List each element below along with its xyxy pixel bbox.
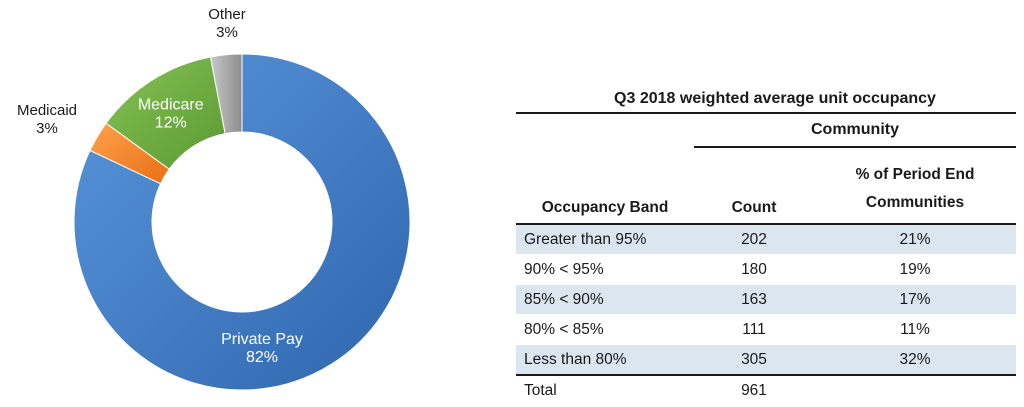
slice-label-medicaid: Medicaid (17, 102, 77, 119)
occupancy-table: Q3 2018 weighted average unit occupancy … (516, 86, 1016, 407)
cell-occupancy-band: 90% < 95% (516, 254, 694, 285)
header-pct-period-end: % of Period End Communities (814, 148, 1016, 225)
table-row: Greater than 95% 202 21% (516, 224, 1016, 255)
cell-pct: 21% (814, 224, 1016, 255)
occupancy-band-table: Occupancy Band Count % of Period End Com… (516, 148, 1016, 407)
table-total-row: Total 961 (516, 374, 1016, 407)
table-row: 90% < 95% 180 19% (516, 254, 1016, 285)
cell-count: 202 (694, 224, 814, 255)
cell-pct: 11% (814, 314, 1016, 345)
slice-value-medicaid: 3% (36, 120, 58, 137)
cell-occupancy-band: 85% < 90% (516, 284, 694, 315)
cell-pct: 19% (814, 254, 1016, 285)
cell-count: 111 (694, 314, 814, 345)
slice-value-private-pay: 82% (246, 349, 278, 366)
header-pct-line2: Communities (865, 194, 965, 211)
slice-value-medicare: 12% (155, 115, 187, 132)
slice-label-other: Other (208, 6, 246, 23)
cell-total-pct (814, 374, 1016, 407)
table-title: Q3 2018 weighted average unit occupancy (516, 86, 1016, 114)
cell-count: 305 (694, 344, 814, 376)
cell-total-count: 961 (694, 374, 814, 407)
cell-total-label: Total (516, 374, 694, 407)
cell-count: 163 (694, 284, 814, 315)
table-row: 85% < 90% 163 17% (516, 284, 1016, 315)
cell-occupancy-band: Greater than 95% (516, 224, 694, 255)
slice-label-private-pay: Private Pay (221, 331, 303, 348)
table-group-header: Community (694, 114, 1016, 148)
slice-value-other: 3% (216, 24, 238, 41)
cell-count: 180 (694, 254, 814, 285)
table-header-row: Occupancy Band Count % of Period End Com… (516, 148, 1016, 225)
table-row: Less than 80% 305 32% (516, 344, 1016, 376)
cell-occupancy-band: 80% < 85% (516, 314, 694, 345)
slice-private-pay (73, 53, 411, 391)
header-pct-line1: % of Period End (855, 166, 975, 183)
header-occupancy-band: Occupancy Band (516, 148, 694, 225)
cell-occupancy-band: Less than 80% (516, 344, 694, 376)
table-row: 80% < 85% 111 11% (516, 314, 1016, 345)
cell-pct: 17% (814, 284, 1016, 315)
payer-mix-donut-chart: Private Pay82%Medicaid3%Medicare12%Other… (17, 6, 411, 391)
slice-other (209, 53, 243, 135)
header-count: Count (694, 148, 814, 225)
cell-pct: 32% (814, 344, 1016, 376)
slice-label-medicare: Medicare (138, 97, 204, 114)
